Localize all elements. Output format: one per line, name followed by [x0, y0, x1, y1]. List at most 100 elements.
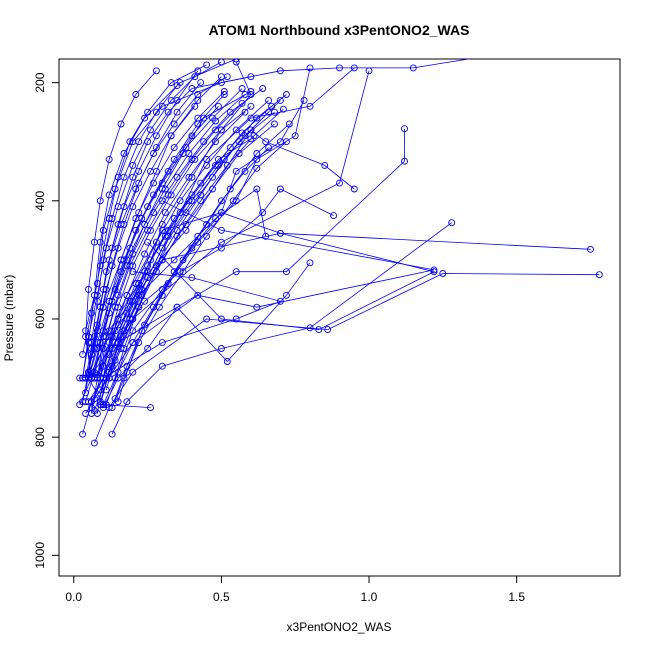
series-line [85, 70, 157, 379]
data-point [185, 197, 193, 205]
data-point [90, 395, 98, 403]
data-point [135, 167, 143, 175]
series-line [114, 67, 311, 399]
data-point [129, 327, 137, 335]
data-point [126, 138, 134, 146]
data-point [282, 138, 290, 146]
data-point [105, 155, 113, 163]
data-point [188, 85, 196, 92]
series-line [82, 106, 196, 402]
data-point [191, 73, 199, 81]
data-point [276, 229, 284, 237]
data-point [259, 209, 267, 217]
data-point [138, 327, 146, 335]
series-48 [90, 88, 228, 382]
data-point [276, 67, 284, 75]
data-point [324, 326, 332, 334]
data-point [188, 274, 196, 282]
data-point [123, 291, 131, 299]
data-point [214, 102, 222, 110]
data-point [111, 374, 119, 382]
data-point [158, 339, 166, 347]
data-point [182, 220, 190, 228]
data-point [120, 345, 128, 352]
data-point [212, 126, 219, 134]
series-line [82, 61, 222, 379]
series-line [99, 111, 269, 405]
data-point [164, 280, 172, 287]
data-point [217, 197, 225, 205]
data-point [276, 297, 284, 305]
series-5 [108, 219, 456, 438]
x-tick-label: 0.5 [213, 590, 230, 604]
data-point [150, 179, 157, 187]
x-tick-label: 1.5 [508, 590, 525, 604]
series-line [88, 85, 178, 379]
data-point [203, 61, 211, 69]
data-point [114, 398, 122, 406]
data-point [173, 82, 181, 90]
x-axis: 0.0 0.5 1.0 1.5 [65, 576, 525, 604]
data-point [197, 179, 205, 187]
data-point [144, 203, 152, 211]
data-point [185, 150, 193, 157]
data-point [152, 108, 160, 116]
data-point [241, 108, 249, 116]
series-line [114, 108, 284, 379]
data-point [147, 167, 154, 175]
data-point [144, 226, 152, 234]
data-point [203, 220, 211, 228]
data-point [170, 155, 178, 163]
data-point [401, 125, 408, 133]
data-point [164, 191, 172, 199]
data-point [114, 321, 122, 329]
series-41 [114, 120, 293, 406]
data-point [259, 85, 267, 92]
data-point [182, 209, 190, 217]
data-point [132, 280, 140, 287]
data-point [167, 96, 175, 104]
data-point [282, 91, 290, 98]
data-point [161, 209, 169, 217]
series-47 [96, 108, 273, 409]
series-line [91, 188, 267, 414]
plot-frame [58, 58, 621, 577]
data-point [247, 88, 255, 95]
data-point [135, 138, 143, 146]
data-point [176, 197, 184, 205]
data-point [401, 157, 408, 165]
series-line [85, 200, 435, 414]
data-point [430, 268, 438, 276]
data-point [167, 132, 175, 140]
data-point [96, 339, 104, 347]
data-point [132, 226, 140, 234]
series-line [117, 123, 290, 402]
series-line [94, 91, 225, 379]
data-point [120, 327, 128, 335]
data-point [141, 250, 149, 258]
data-point [158, 197, 166, 205]
data-point [191, 102, 199, 110]
data-point [102, 285, 110, 293]
series-line [99, 88, 263, 379]
data-point [105, 368, 113, 376]
data-point [212, 161, 219, 169]
data-point [102, 386, 110, 394]
data-point [150, 209, 157, 217]
data-point [114, 339, 122, 347]
data-point [336, 64, 343, 72]
data-point [212, 215, 219, 222]
data-point [152, 67, 160, 75]
data-point [285, 120, 293, 128]
series-line [94, 100, 269, 399]
data-point [197, 197, 205, 205]
data-point [114, 244, 122, 252]
data-point [135, 179, 143, 187]
data-point [253, 150, 261, 157]
series-49 [111, 105, 287, 382]
series-50 [79, 102, 199, 406]
data-point [253, 114, 261, 122]
data-point [232, 268, 240, 276]
data-point [300, 96, 308, 104]
series-11 [82, 59, 489, 382]
